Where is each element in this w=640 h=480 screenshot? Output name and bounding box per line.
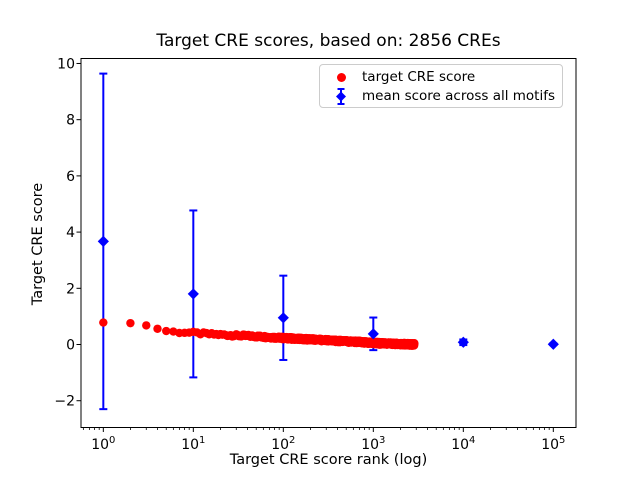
svg-text:103: 103 bbox=[361, 435, 385, 453]
legend: target CRE score mean score across all m… bbox=[319, 64, 563, 108]
legend-entry-mean-score: mean score across all motifs bbox=[320, 87, 562, 106]
svg-text:101: 101 bbox=[181, 435, 205, 453]
svg-text:−2: −2 bbox=[54, 394, 75, 410]
legend-entry-label: target CRE score bbox=[362, 69, 476, 85]
legend-entry-target-cre-score: target CRE score bbox=[320, 68, 562, 87]
chart-title: Target CRE scores, based on: 2856 CREs bbox=[156, 31, 501, 51]
svg-text:100: 100 bbox=[91, 435, 115, 453]
y-axis-label: Target CRE score bbox=[30, 182, 46, 306]
svg-text:2: 2 bbox=[66, 281, 75, 297]
svg-text:8: 8 bbox=[66, 113, 75, 129]
axis-ticks bbox=[76, 62, 554, 432]
target-cre-score-series bbox=[99, 318, 419, 350]
svg-text:104: 104 bbox=[451, 435, 475, 453]
svg-text:10: 10 bbox=[57, 56, 75, 72]
svg-text:105: 105 bbox=[541, 435, 565, 453]
mean-score-series bbox=[97, 235, 559, 350]
svg-text:6: 6 bbox=[66, 169, 75, 185]
x-tick-labels: 100 101 102 103 104 105 bbox=[91, 435, 565, 453]
plot-spines bbox=[80, 58, 577, 428]
y-tick-labels: −2 0 2 4 6 8 10 bbox=[54, 56, 75, 409]
legend-circle-marker-icon bbox=[320, 73, 362, 82]
svg-text:102: 102 bbox=[271, 435, 295, 453]
x-axis-label: Target CRE score rank (log) bbox=[229, 452, 428, 468]
legend-diamond-errorbar-marker-icon bbox=[320, 87, 362, 106]
errorbar-lines bbox=[99, 72, 558, 411]
svg-text:4: 4 bbox=[66, 225, 75, 241]
svg-text:0: 0 bbox=[66, 338, 75, 354]
legend-entry-label: mean score across all motifs bbox=[362, 88, 556, 104]
